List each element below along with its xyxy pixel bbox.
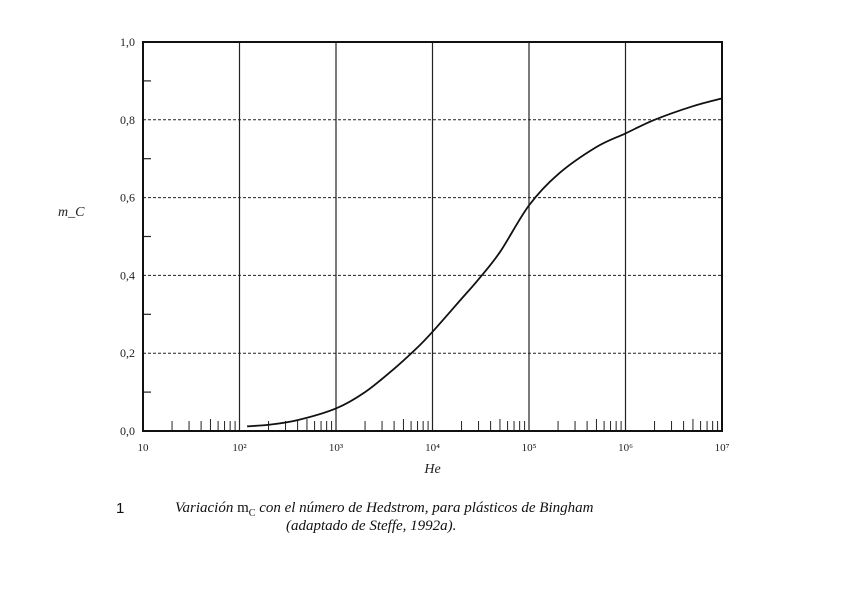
caption-pre: Variación bbox=[175, 500, 238, 516]
figure-caption-line1: Variación mC con el número de Hedstrom, … bbox=[175, 500, 593, 519]
x-tick-label: 10 bbox=[138, 442, 150, 454]
series-line-mc bbox=[247, 97, 723, 428]
y-tick-label: 0,8 bbox=[120, 113, 135, 127]
y-tick-label: 0,6 bbox=[120, 191, 135, 205]
x-tick-label: 10⁶ bbox=[618, 442, 633, 454]
y-tick-label: 0,0 bbox=[120, 424, 135, 438]
x-tick-label: 10² bbox=[232, 442, 247, 454]
y-axis-label: m_C bbox=[58, 205, 85, 220]
figure-number: 1 bbox=[116, 500, 125, 517]
figure-caption-line2: (adaptado de Steffe, 1992a). bbox=[286, 518, 457, 534]
x-tick-label: 10⁷ bbox=[715, 442, 730, 454]
y-tick-label: 0,2 bbox=[120, 346, 135, 360]
x-tick-label: 10⁴ bbox=[425, 442, 440, 454]
x-tick-label: 10³ bbox=[329, 442, 344, 454]
y-tick-label: 1,0 bbox=[120, 35, 135, 49]
x-tick-label: 10⁵ bbox=[522, 442, 537, 454]
x-axis-label: He bbox=[423, 462, 440, 477]
caption-subscript: C bbox=[248, 508, 256, 519]
caption-symbol: m bbox=[237, 500, 249, 516]
y-tick-label: 0,4 bbox=[120, 268, 135, 282]
plot-frame bbox=[142, 41, 723, 432]
caption-post: con el número de Hedstrom, para plástico… bbox=[255, 500, 594, 516]
